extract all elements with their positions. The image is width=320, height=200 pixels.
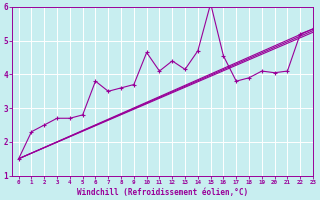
- X-axis label: Windchill (Refroidissement éolien,°C): Windchill (Refroidissement éolien,°C): [77, 188, 248, 197]
